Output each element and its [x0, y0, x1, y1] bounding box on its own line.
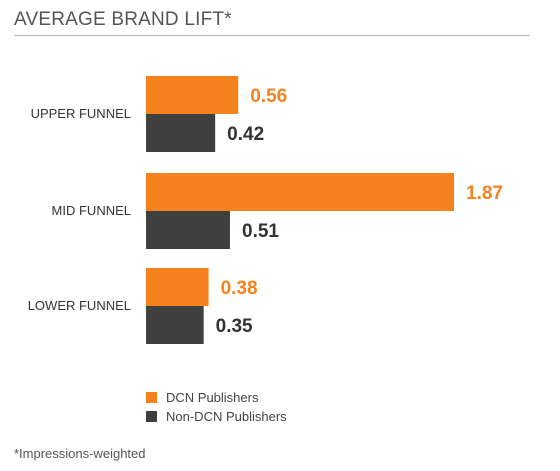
value-label-non-dcn: 0.42	[227, 124, 264, 145]
legend-item-dcn: DCN Publishers	[146, 388, 287, 407]
legend: DCN Publishers Non-DCN Publishers	[146, 388, 287, 426]
bar-non-dcn	[146, 211, 230, 249]
category-label: UPPER FUNNEL	[31, 106, 131, 121]
legend-label-dcn: DCN Publishers	[166, 390, 259, 405]
category-label: LOWER FUNNEL	[28, 298, 131, 313]
bar-dcn	[146, 76, 239, 114]
value-label-non-dcn: 0.51	[242, 221, 279, 242]
title-divider	[14, 35, 530, 36]
value-label-dcn: 0.38	[221, 278, 258, 299]
legend-label-non-dcn: Non-DCN Publishers	[166, 409, 287, 424]
footnote: *Impressions-weighted	[14, 446, 146, 461]
chart-title: AVERAGE BRAND LIFT*	[14, 9, 232, 30]
legend-swatch-dcn	[146, 392, 157, 403]
bar-chart: UPPER FUNNEL 0.56 0.42 MID FUNNEL 1.87 0.51 LO…	[28, 76, 503, 344]
bar-non-dcn	[146, 306, 204, 344]
value-label-dcn: 1.87	[466, 183, 503, 204]
value-label-non-dcn: 0.35	[216, 316, 253, 337]
legend-swatch-non-dcn	[146, 411, 157, 422]
bar-dcn	[146, 173, 454, 211]
bar-dcn	[146, 268, 209, 306]
value-label-dcn: 0.56	[250, 86, 287, 107]
bar-non-dcn	[146, 114, 216, 152]
legend-item-non-dcn: Non-DCN Publishers	[146, 407, 287, 426]
category-label: MID FUNNEL	[52, 203, 131, 218]
